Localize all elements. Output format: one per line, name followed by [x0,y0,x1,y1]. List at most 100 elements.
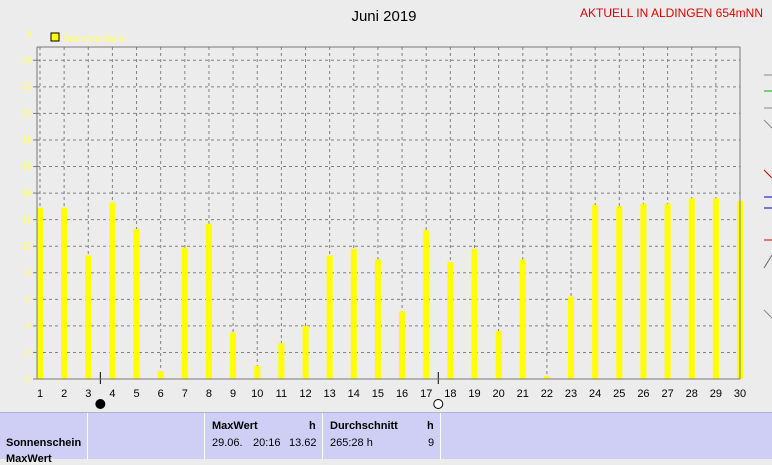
bar-day-19 [471,248,478,379]
avg-unit: h [427,420,434,432]
x-tick-label: 19 [468,388,480,400]
y-tick-label: 6 [24,294,30,305]
y-axis-unit: h [26,29,32,40]
x-tick-label: 25 [613,388,625,400]
bar-day-5 [133,228,140,379]
fragment-line [763,169,772,179]
bar-day-16 [399,311,406,379]
x-tick-label: 22 [541,388,553,400]
x-tick-label: 17 [420,388,432,400]
x-tick-label: 24 [589,388,601,400]
x-tick-label: 11 [276,388,287,400]
x-tick-label: 13 [324,388,336,400]
x-tick-label: 29 [710,388,722,400]
bars [37,198,743,379]
info-label-cell: Sonnenschein MaxWert [0,413,88,465]
x-tick-label: 16 [396,388,408,400]
plot-background [37,47,740,379]
y-tick-label: 0 [24,374,30,385]
x-tick-label: 14 [348,388,360,400]
x-tick-label: 8 [206,388,212,400]
max-header: MaxWert [212,420,258,432]
bar-day-6 [157,371,164,379]
new-moon-icon [95,399,106,409]
bar-day-8 [205,223,212,379]
x-tick-label: 15 [372,388,384,400]
x-tick-label: 28 [686,388,698,400]
x-tick-label: 23 [565,388,577,400]
bar-day-29 [712,198,719,379]
y-tick-label: 4 [24,321,30,332]
x-tick-label: 1 [37,388,43,400]
x-tick-label: 18 [444,388,456,400]
bar-day-11 [278,343,285,379]
x-tick-label: 3 [85,388,91,400]
bar-day-17 [423,230,430,379]
bar-day-9 [230,332,237,379]
bar-day-2 [61,207,68,379]
max-time: 20:16 [253,437,281,449]
bar-day-14 [350,248,357,379]
avg-sum: 265:28 h [330,437,373,449]
bar-day-10 [254,365,261,379]
x-tick-label: 7 [182,388,188,400]
y-tick-label: 14 [21,188,33,199]
info-max-cell: MaxWert h 29.06. 20:16 13.62 [205,413,323,459]
y-tick-label: 10 [21,241,33,252]
x-tick-label: 6 [158,388,164,400]
y-tick-label: 20 [21,108,33,119]
fragment-line [763,309,772,319]
bar-day-28 [688,198,695,379]
x-axis-ticks: 1 2 3 4 5 6 7 8 9 10 11 12 13 14 15 16 17 18 19 20 21 22 23 24 2… [37,388,746,400]
legend-label: Sonnenschein [63,34,126,45]
x-tick-label: 12 [299,388,311,400]
x-tick-label: 30 [734,388,746,400]
x-tick-label: 10 [251,388,263,400]
x-tick-label: 5 [133,388,139,400]
bar-day-3 [85,255,92,379]
y-tick-label: 22 [21,82,33,93]
info-avg-cell: Durchschnitt h 265:28 h 9 [323,413,441,459]
x-tick-label: 2 [61,388,67,400]
info-blank-cell [88,413,205,459]
x-tick-label: 9 [230,388,236,400]
bar-day-23 [568,296,575,379]
x-tick-label: 21 [517,388,529,400]
bar-day-7 [181,247,188,379]
chart-title: Juni 2019 [351,8,416,25]
info-row-label-2: MaxWert [6,453,52,465]
info-panel: Sonnenschein MaxWert MaxWert h 29.06. 20… [0,412,772,465]
fragment-line [763,119,772,129]
bar-day-21 [519,259,526,379]
bar-day-1 [37,207,43,379]
bar-day-13 [326,255,333,379]
bar-day-25 [616,206,623,379]
station-label: AKTUELL IN ALDINGEN 654mNN [580,6,763,20]
x-tick-label: 26 [637,388,649,400]
moon-markers [95,372,444,409]
bar-day-12 [302,325,309,379]
x-tick-label: 27 [661,388,673,400]
y-tick-label: 12 [21,215,33,226]
legend-swatch [50,32,60,42]
max-value: 13.62 [289,437,317,449]
bar-day-26 [640,203,647,379]
bar-day-22 [543,376,550,379]
max-unit: h [309,420,316,432]
y-tick-label: 2 [24,347,30,358]
bar-day-24 [592,205,599,379]
bar-day-15 [374,259,381,379]
y-tick-label: 16 [21,162,33,173]
x-tick-label: 20 [492,388,504,400]
y-tick-label: 8 [24,268,30,279]
max-date: 29.06. [212,437,243,449]
bar-day-4 [109,202,116,379]
info-row-label: Sonnenschein [6,437,82,449]
bar-day-27 [664,203,671,379]
full-moon-icon [433,399,444,409]
right-edge-fragments [763,74,772,319]
bar-day-18 [447,262,454,379]
avg-header: Durchschnitt [330,420,398,432]
